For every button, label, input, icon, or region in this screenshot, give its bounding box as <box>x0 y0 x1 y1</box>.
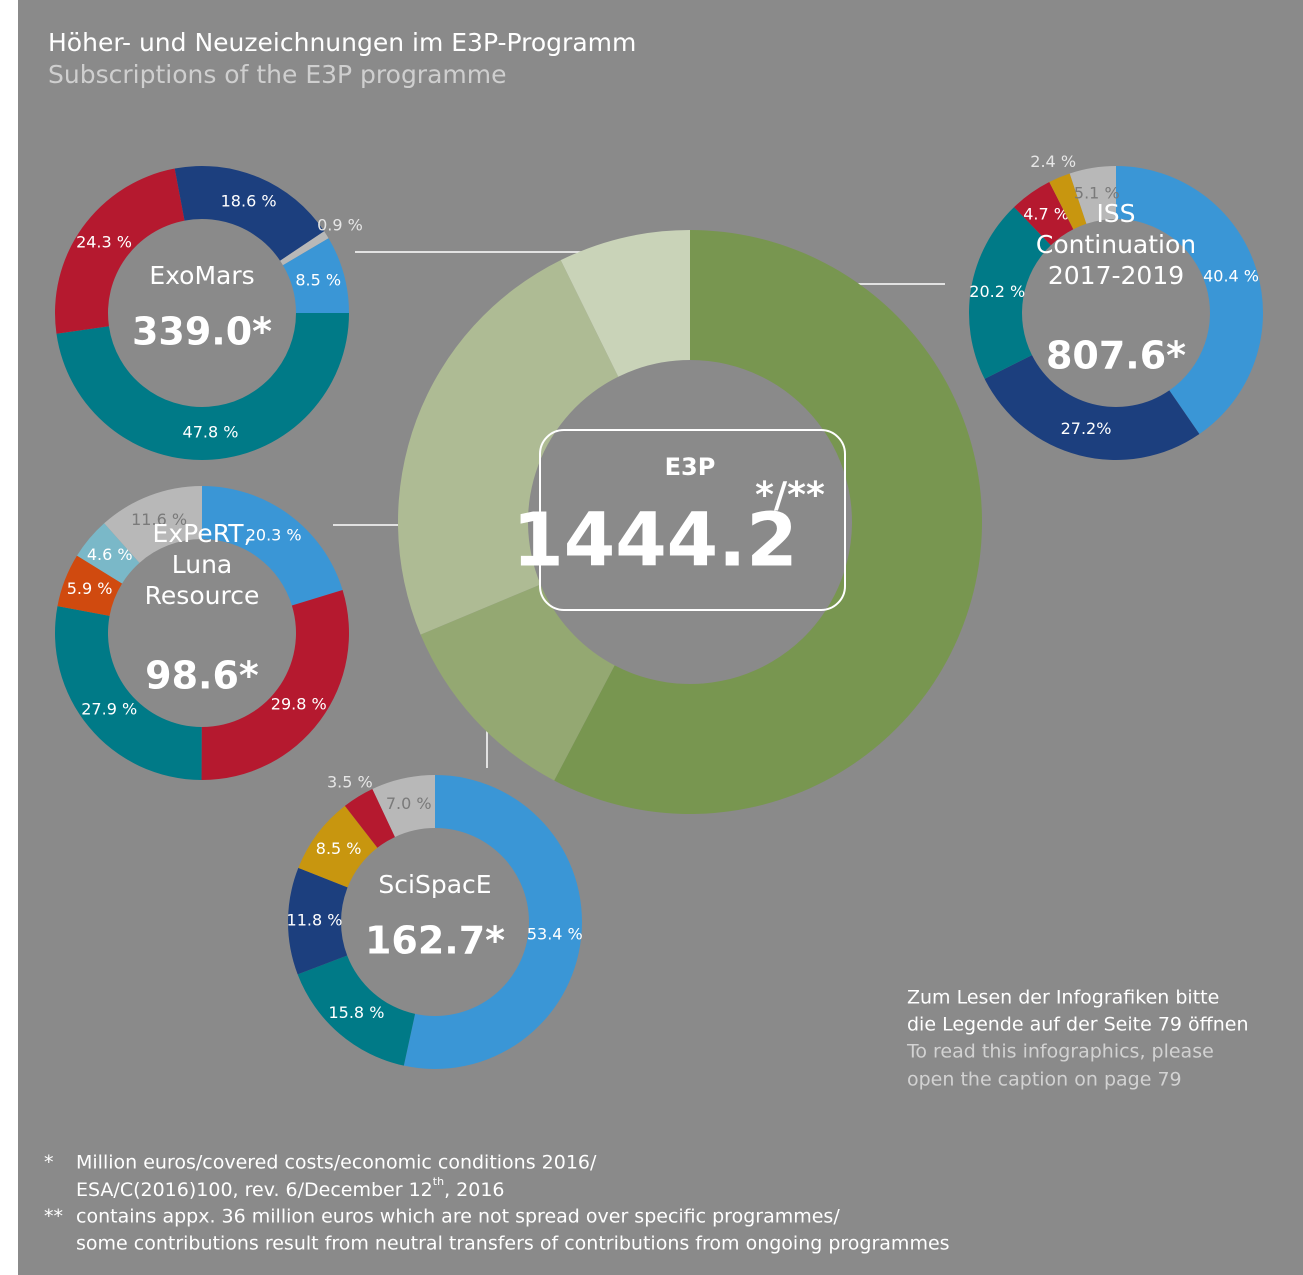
data-label: 20.3 % <box>246 526 302 545</box>
chart-total: 339.0* <box>132 310 272 354</box>
note-line: open the caption on page 79 <box>907 1069 1182 1091</box>
data-label: 5.1 % <box>1074 184 1120 203</box>
donut-segment <box>104 486 202 563</box>
chart-name: 2017-2019 <box>1048 261 1184 290</box>
donut-segment <box>201 590 349 780</box>
chart-name: ISS <box>1096 199 1135 228</box>
donut-segment <box>287 867 348 975</box>
note-line: To read this infographics, please <box>906 1041 1214 1063</box>
data-label: 11.8 % <box>287 911 343 930</box>
note-line: Zum Lesen der Infografiken bitte <box>907 987 1219 1009</box>
data-label: 53.4 % <box>527 924 583 943</box>
donut-segment <box>344 788 395 848</box>
data-label: 27.9 % <box>81 699 137 718</box>
data-label: 0.9 % <box>317 216 363 235</box>
donut-segment <box>984 355 1200 460</box>
data-label: 3.5 % <box>327 773 373 792</box>
donut-segment <box>55 168 185 334</box>
footnote-line: Million euros/covered costs/economic con… <box>76 1152 597 1174</box>
center-box <box>539 429 846 611</box>
title: Höher- und Neuzeichnungen im E3P-Program… <box>48 28 636 57</box>
footnote-text: , 2016 <box>444 1179 504 1201</box>
donut-segment <box>372 774 435 837</box>
chart-name: Luna <box>172 550 233 579</box>
donut-segment <box>1049 173 1087 230</box>
data-label: 40.4 % <box>1203 267 1259 286</box>
footnote-marker: ** <box>44 1206 63 1228</box>
chart-name: ExoMars <box>149 261 254 290</box>
footnote-line: contains appx. 36 million euros which ar… <box>76 1206 840 1228</box>
note-line: die Legende auf der Seite 79 öffnen <box>907 1014 1249 1036</box>
donut-segment <box>560 230 690 377</box>
donut-segment <box>1116 166 1263 435</box>
footnotes: * Million euros/covered costs/economic c… <box>44 1152 950 1255</box>
donut-segment <box>297 955 416 1066</box>
data-label: 5.9 % <box>67 579 113 598</box>
chart-total: 1444.2 <box>512 498 798 584</box>
data-label: 18.6 % <box>221 191 277 210</box>
chart-name: ExPeRT, <box>153 519 252 548</box>
footnote-text: ESA/C(2016)100, rev. 6/December 12 <box>76 1179 433 1201</box>
data-label: 2.4 % <box>1030 152 1076 171</box>
charts: E3P 1444.2*/** 47.8 % 24.3 % 18.6 % 0.9 % 8.5 … <box>54 152 1263 1069</box>
chart-total: 98.6* <box>145 654 259 698</box>
donut-segment <box>298 805 378 888</box>
data-label: 4.7 % <box>1023 204 1069 223</box>
donut-segment <box>280 231 329 266</box>
data-label: 8.5 % <box>295 271 341 290</box>
data-label: 7.0 % <box>386 794 432 813</box>
donut-segment <box>1069 166 1116 224</box>
footnote-line: ESA/C(2016)100, rev. 6/December 12th, 20… <box>76 1175 505 1201</box>
donut-segment <box>174 166 325 261</box>
donut-segment <box>282 238 349 313</box>
donut-segment <box>403 775 582 1069</box>
donut-segment <box>76 523 140 584</box>
data-label: 15.8 % <box>328 1003 384 1022</box>
chart-title: E3P <box>665 453 716 481</box>
chart-total-suffix: */** <box>755 475 825 516</box>
data-label: 27.2% <box>1061 419 1112 438</box>
donut-segment <box>54 606 202 780</box>
subtitle: Subscriptions of the E3P programme <box>48 60 507 89</box>
data-label: 8.5 % <box>316 839 362 858</box>
data-label: 24.3 % <box>76 232 132 251</box>
donut-segment <box>1014 182 1074 246</box>
chart-total: 162.7* <box>365 919 505 963</box>
donut-segment <box>968 207 1051 379</box>
donut-segment <box>57 555 123 616</box>
donut-segment <box>420 584 615 781</box>
donut-segment <box>56 313 350 460</box>
chart-total: 807.6* <box>1046 334 1186 378</box>
donut-segment <box>398 260 619 635</box>
footnote-line: some contributions result from neutral t… <box>76 1233 950 1255</box>
chart-name: SciSpacE <box>378 870 491 899</box>
donut-segment <box>202 486 343 606</box>
donut-segment <box>554 230 982 814</box>
data-label: 47.8 % <box>183 423 239 442</box>
footnote-marker: * <box>44 1152 54 1174</box>
data-label: 20.2 % <box>969 282 1025 301</box>
data-label: 11.6 % <box>131 510 187 529</box>
data-label: 29.8 % <box>271 694 327 713</box>
chart-name: Resource <box>145 581 260 610</box>
footnote-sup: th <box>433 1175 444 1188</box>
chart-name: Continuation <box>1036 230 1196 259</box>
data-label: 4.6 % <box>87 545 133 564</box>
note: Zum Lesen der Infografiken bitte die Leg… <box>906 987 1249 1091</box>
